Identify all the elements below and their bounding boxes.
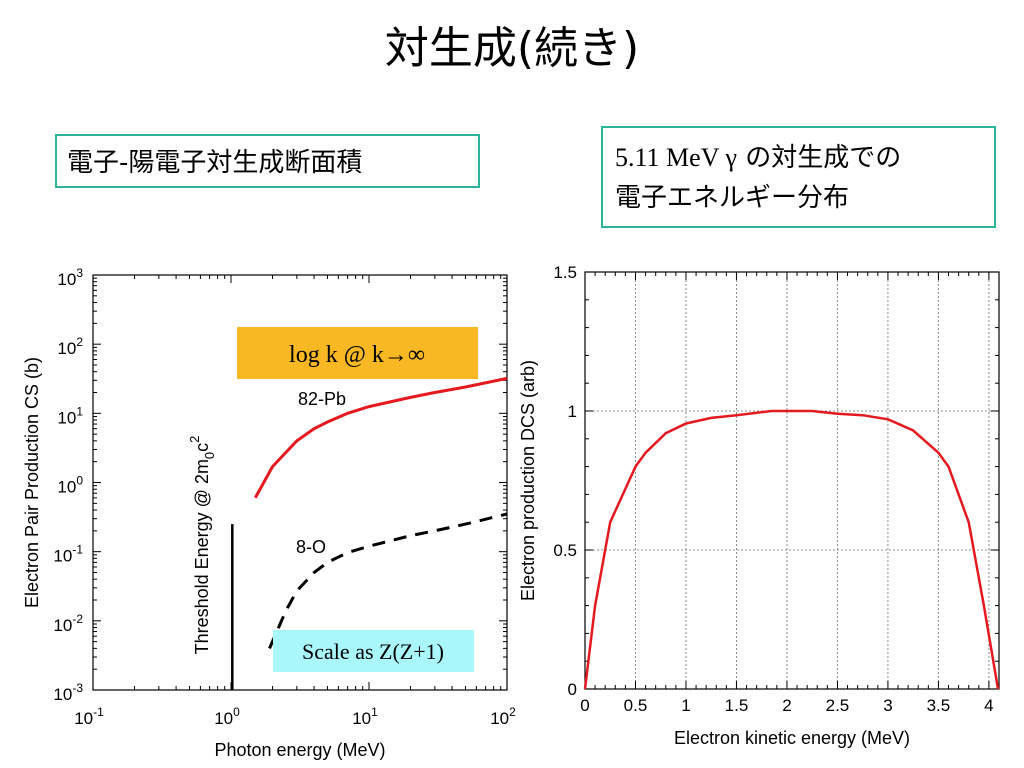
right-x-tick-label: 0.5 [624, 696, 648, 715]
left-y-tick-label: 10-2 [53, 612, 83, 635]
threshold-label: Threshold Energy @ 2m0c2 [187, 436, 217, 655]
left-x-axis-label: Photon energy (MeV) [214, 740, 385, 760]
right-x-tick-label: 3.5 [927, 696, 951, 715]
right-y-tick-label: 0.5 [553, 541, 577, 560]
log-asymptote-box [237, 327, 478, 379]
series-line-8-o [268, 512, 508, 649]
right-y-tick-label: 0 [568, 680, 577, 699]
series-label-82-pb: 82-Pb [298, 389, 346, 409]
right-x-tick-label: 2 [782, 696, 791, 715]
right-x-tick-label: 1.5 [725, 696, 749, 715]
right-x-tick-label: 1 [681, 696, 690, 715]
caption-line-1-rest: の対生成での [737, 143, 902, 173]
series-line-82-pb [253, 376, 508, 499]
right-y-tick-label: 1.5 [553, 263, 577, 282]
right-x-tick-label: 4 [984, 696, 993, 715]
right-y-axis-label: Electron production DCS (arb) [518, 360, 538, 601]
electron-energy-distribution-caption: 5.11 MeV γ の対生成での 電子エネルギー分布 [601, 126, 996, 228]
left-y-tick-label: 101 [57, 404, 83, 427]
slide-title: 対生成(続き) [384, 23, 640, 74]
left-y-tick-label: 10-3 [53, 681, 83, 704]
right-x-tick-label: 0 [580, 696, 589, 715]
scale-note-text: Scale as Z(Z+1) [302, 639, 444, 664]
dcs-curve [583, 409, 1000, 690]
left-y-tick-label: 103 [57, 266, 83, 289]
left-x-tick-label: 100 [214, 705, 240, 728]
caption-line-1: 5.11 MeV γ の対生成での [615, 138, 994, 178]
left-x-tick-label: 10-1 [74, 705, 104, 728]
left-y-tick-label: 100 [57, 474, 83, 497]
left-y-axis-label: Electron Pair Production CS (b) [22, 357, 42, 608]
right-x-tick-label: 2.5 [826, 696, 850, 715]
pair-cross-section-caption: 電子-陽電子対生成断面積 [55, 134, 480, 188]
left-y-tick-label: 10-1 [53, 543, 83, 566]
right-x-tick-label: 3 [883, 696, 892, 715]
photon-energy-text: 5.11 MeV γ [615, 143, 737, 172]
right-x-axis-label: Electron kinetic energy (MeV) [674, 728, 910, 748]
right-y-tick-label: 1 [568, 402, 577, 421]
caption-line-2: 電子エネルギー分布 [615, 183, 850, 213]
left-x-tick-label: 101 [352, 705, 378, 728]
right-plot-frame [584, 271, 1000, 690]
scale-note-box [273, 630, 474, 672]
series-label-8-o: 8-O [296, 537, 326, 557]
left-x-tick-label: 102 [490, 705, 516, 728]
log-asymptote-text: log k @ k→∞ [289, 342, 425, 368]
left-y-tick-label: 102 [57, 335, 83, 358]
